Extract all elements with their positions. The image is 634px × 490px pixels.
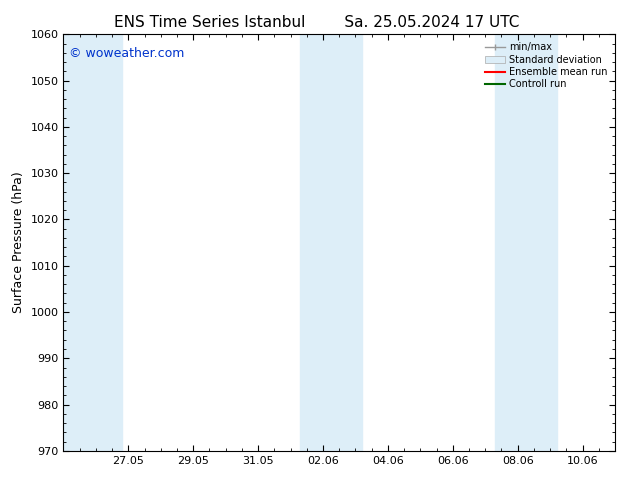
Bar — [63, 34, 122, 451]
Legend: min/max, Standard deviation, Ensemble mean run, Controll run: min/max, Standard deviation, Ensemble me… — [482, 39, 610, 92]
Text: © woweather.com: © woweather.com — [69, 47, 184, 60]
Bar — [495, 34, 557, 451]
Y-axis label: Surface Pressure (hPa): Surface Pressure (hPa) — [12, 172, 25, 314]
Text: ENS Time Series Istanbul        Sa. 25.05.2024 17 UTC: ENS Time Series Istanbul Sa. 25.05.2024 … — [114, 15, 520, 30]
Bar — [301, 34, 362, 451]
